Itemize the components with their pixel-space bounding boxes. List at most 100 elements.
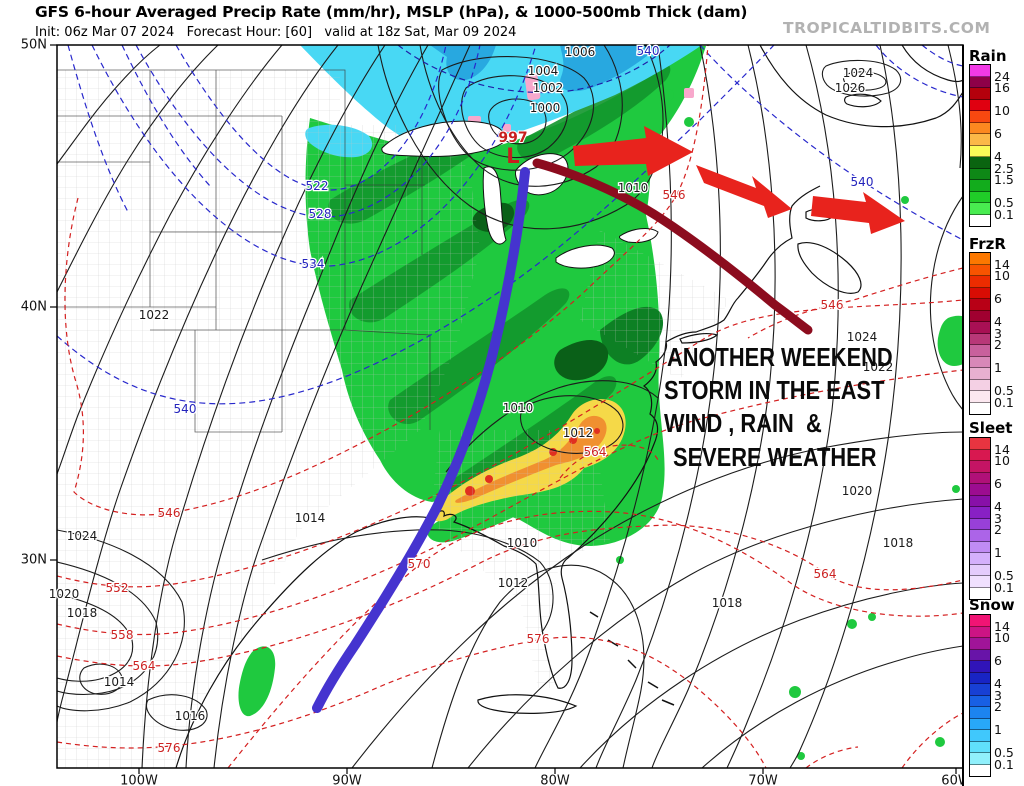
legend-color-cell bbox=[970, 134, 990, 146]
legend-tick-label: 10 bbox=[994, 268, 1010, 283]
legend-tick-label: 10 bbox=[994, 103, 1010, 118]
legend-color-cell bbox=[970, 518, 990, 530]
pressure-label: 1020 bbox=[49, 587, 80, 601]
legend-color-cell bbox=[970, 214, 990, 226]
legend-scale-title-snow: Snow bbox=[969, 596, 1015, 614]
storm-annotations bbox=[312, 126, 905, 713]
thickness-label-red: 576 bbox=[527, 632, 550, 646]
legend-tick-label: 0.5 bbox=[994, 383, 1014, 398]
legend-color-cell bbox=[970, 264, 990, 276]
legend-color-cell bbox=[970, 180, 990, 192]
legend-color-cell bbox=[970, 649, 990, 661]
legend-tick-label: 1 bbox=[994, 545, 1002, 560]
legend-color-cell bbox=[970, 541, 990, 553]
legend-color-cell bbox=[970, 287, 990, 299]
legend-color-cell bbox=[970, 672, 990, 684]
pressure-label: 1016 bbox=[175, 709, 206, 723]
legend-color-cell bbox=[970, 587, 990, 599]
site-watermark: TROPICALTIDBITS.COM bbox=[783, 19, 991, 37]
low-pressure-symbol: L bbox=[506, 144, 519, 168]
lat-label: 40N bbox=[21, 300, 47, 315]
legend-scale-title-rain: Rain bbox=[969, 47, 1007, 65]
pressure-label: 1004 bbox=[528, 64, 559, 78]
legend-color-cell bbox=[970, 461, 990, 473]
pressure-label: 1002 bbox=[533, 81, 564, 95]
pressure-label: 1022 bbox=[863, 360, 894, 374]
pressure-label: 1000 bbox=[530, 101, 561, 115]
storm-motion-arrow bbox=[696, 165, 792, 218]
legend-tick-label: 3 bbox=[994, 325, 1002, 341]
legend-color-cell bbox=[970, 76, 990, 88]
legend-tick-label: 4 bbox=[994, 499, 1002, 514]
thickness-label-red: 546 bbox=[158, 506, 181, 520]
legend-tick-label: 4 bbox=[994, 314, 1002, 329]
legend-color-cell bbox=[970, 345, 990, 357]
legend-color-cell bbox=[970, 368, 990, 380]
thickness-labels-red: 546 552 558 564 576 570 546 546 564 576 564 bbox=[104, 187, 844, 757]
lat-label: 50N bbox=[21, 38, 47, 53]
low-pressure-value: 997 bbox=[498, 130, 527, 146]
legend-color-cell bbox=[970, 88, 990, 100]
pressure-label: 1010 bbox=[507, 536, 538, 550]
pressure-label: 1022 bbox=[139, 308, 170, 322]
thickness-label-blue: 540 bbox=[851, 175, 874, 189]
legend-tick-label: 0.1 bbox=[994, 756, 1014, 772]
legend-color-cell bbox=[970, 310, 990, 322]
legend-tick-label: 2 bbox=[994, 522, 1002, 537]
legend-color-cell bbox=[970, 356, 990, 368]
legend-color-cell bbox=[970, 638, 990, 650]
legend-color-cell bbox=[970, 276, 990, 288]
legend-color-cell bbox=[970, 253, 990, 265]
map-title: GFS 6-hour Averaged Precip Rate (mm/hr),… bbox=[35, 3, 748, 21]
thickness-label-red: 570 bbox=[408, 557, 431, 571]
legend-color-cell bbox=[970, 695, 990, 707]
legend-tick-label: 16 bbox=[994, 80, 1010, 95]
thickness-contours-blue bbox=[57, 45, 963, 405]
mslp-contours bbox=[57, 45, 963, 768]
legend-color-cell bbox=[970, 564, 990, 576]
legend-color-cell bbox=[970, 111, 990, 123]
legend-tick-label: 0.5 bbox=[994, 745, 1014, 760]
legend-scale-title-frzr: FrzR bbox=[969, 235, 1006, 253]
storm-motion-arrow bbox=[573, 126, 693, 176]
pressure-label: 1024 bbox=[843, 66, 874, 80]
legend-tick-label: 1.5 bbox=[994, 172, 1014, 187]
legend-color-cell bbox=[970, 741, 990, 753]
storm-motion-arrow bbox=[811, 192, 905, 234]
coastline bbox=[175, 45, 963, 768]
legend-color-cell bbox=[970, 576, 990, 588]
thickness-label-blue: 534 bbox=[302, 257, 325, 271]
thickness-label-red: 546 bbox=[663, 188, 686, 202]
legend-tick-label: 3 bbox=[994, 510, 1002, 526]
legend-color-cell bbox=[970, 684, 990, 696]
pressure-label: 1018 bbox=[67, 606, 98, 620]
pressure-label: 1006 bbox=[565, 45, 596, 59]
legend-color-cell bbox=[970, 484, 990, 496]
legend-color-cell bbox=[970, 718, 990, 730]
legend-color-cell bbox=[970, 402, 990, 414]
thickness-label-red: 552 bbox=[106, 581, 129, 595]
legend-color-cell bbox=[970, 764, 990, 776]
annotation-line: WIND , RAIN & bbox=[664, 408, 822, 438]
legend-tick-label: 4 bbox=[994, 149, 1002, 164]
thickness-label-red: 576 bbox=[158, 741, 181, 755]
legend-tick-label: 10 bbox=[994, 453, 1010, 468]
legend-tick-label: 4 bbox=[994, 676, 1002, 691]
legend-color-cell bbox=[970, 449, 990, 461]
legend-tick-label: 0.1 bbox=[994, 579, 1014, 595]
annotation-line: ANOTHER WEEKEND bbox=[667, 342, 893, 372]
lon-label: 100W bbox=[120, 774, 158, 786]
legend-tick-label: 14 bbox=[994, 441, 1010, 457]
legend-tick-label: 14 bbox=[994, 618, 1010, 634]
thickness-label-red: 564 bbox=[584, 445, 607, 459]
legend-color-cell bbox=[970, 661, 990, 673]
legend-color-cell bbox=[970, 495, 990, 507]
legend-tick-label: 3 bbox=[994, 687, 1002, 703]
thickness-label-blue: 528 bbox=[309, 207, 332, 221]
front-line bbox=[532, 158, 813, 335]
pressure-label: 1010 bbox=[503, 401, 534, 415]
lon-label: 90W bbox=[332, 774, 362, 786]
thickness-label-red: 564 bbox=[133, 659, 156, 673]
